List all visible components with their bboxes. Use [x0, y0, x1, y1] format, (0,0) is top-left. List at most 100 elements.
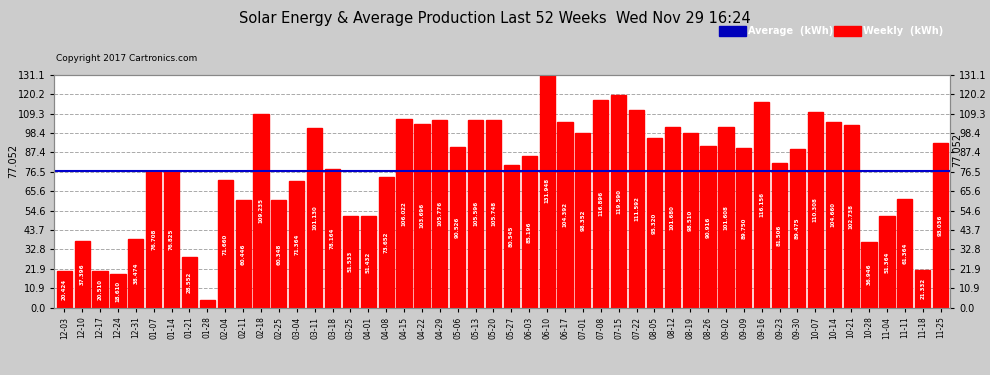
Bar: [378, 177, 394, 308]
Text: 105.748: 105.748: [491, 201, 496, 226]
Bar: [307, 128, 323, 308]
Bar: [433, 120, 447, 308]
Bar: [450, 147, 465, 308]
Text: 81.506: 81.506: [777, 225, 782, 246]
Bar: [826, 122, 841, 308]
Bar: [611, 95, 627, 308]
Text: 71.660: 71.660: [223, 233, 228, 255]
Text: 78.164: 78.164: [330, 228, 335, 249]
Bar: [164, 171, 179, 308]
Text: 101.608: 101.608: [724, 205, 729, 230]
Text: 73.652: 73.652: [384, 231, 389, 253]
Bar: [897, 199, 913, 308]
Bar: [701, 146, 716, 308]
Text: 93.036: 93.036: [939, 214, 943, 236]
Bar: [253, 114, 268, 308]
Text: 102.738: 102.738: [848, 204, 853, 229]
Bar: [664, 127, 680, 308]
Text: 109.235: 109.235: [258, 198, 263, 223]
Bar: [74, 241, 90, 308]
Text: 116.156: 116.156: [759, 192, 764, 217]
Text: 60.446: 60.446: [241, 243, 246, 265]
Text: 80.545: 80.545: [509, 225, 514, 247]
Bar: [325, 169, 341, 308]
Text: 106.022: 106.022: [402, 201, 407, 226]
Text: 105.596: 105.596: [473, 201, 478, 226]
Bar: [360, 216, 376, 308]
Text: 77.052: 77.052: [8, 144, 18, 178]
Bar: [56, 271, 72, 308]
Bar: [593, 100, 609, 308]
Bar: [236, 200, 250, 308]
Bar: [557, 122, 572, 308]
Bar: [218, 180, 233, 308]
Text: 60.348: 60.348: [276, 243, 281, 265]
Bar: [540, 74, 554, 308]
Bar: [147, 171, 161, 308]
Bar: [915, 270, 931, 308]
Text: 89.750: 89.750: [742, 217, 746, 238]
Text: 51.533: 51.533: [347, 251, 352, 273]
Bar: [772, 163, 787, 308]
Text: 111.592: 111.592: [634, 196, 640, 221]
Bar: [790, 149, 805, 308]
Bar: [843, 125, 858, 308]
Text: 119.590: 119.590: [616, 189, 621, 214]
Text: 20.424: 20.424: [61, 279, 66, 300]
Text: 110.308: 110.308: [813, 197, 818, 222]
Bar: [343, 216, 358, 308]
Bar: [861, 242, 876, 308]
Bar: [415, 124, 430, 308]
Legend: Average  (kWh), Weekly  (kWh): Average (kWh), Weekly (kWh): [717, 24, 945, 38]
Text: 98.510: 98.510: [688, 210, 693, 231]
Text: 28.552: 28.552: [187, 272, 192, 293]
Text: 98.352: 98.352: [580, 210, 585, 231]
Text: 51.364: 51.364: [884, 251, 889, 273]
Text: 20.510: 20.510: [98, 279, 103, 300]
Text: 37.396: 37.396: [79, 264, 85, 285]
Bar: [486, 120, 501, 308]
Text: 95.320: 95.320: [652, 212, 657, 234]
Text: 101.680: 101.680: [670, 205, 675, 230]
Text: 21.332: 21.332: [920, 278, 926, 299]
Bar: [808, 112, 823, 308]
Text: 116.896: 116.896: [598, 191, 603, 216]
Text: 85.196: 85.196: [527, 221, 532, 243]
Bar: [396, 120, 412, 308]
Text: 103.696: 103.696: [420, 203, 425, 228]
Text: 18.610: 18.610: [116, 280, 121, 302]
Text: 51.432: 51.432: [365, 251, 371, 273]
Text: 131.948: 131.948: [544, 178, 549, 203]
Bar: [522, 156, 537, 308]
Bar: [200, 300, 215, 307]
Bar: [289, 181, 304, 308]
Bar: [182, 257, 197, 307]
Text: 76.708: 76.708: [151, 229, 156, 250]
Text: 104.392: 104.392: [562, 202, 567, 227]
Text: 76.825: 76.825: [169, 229, 174, 250]
Bar: [879, 216, 895, 308]
Bar: [719, 127, 734, 308]
Text: 90.916: 90.916: [706, 216, 711, 237]
Bar: [92, 271, 108, 308]
Bar: [271, 201, 286, 308]
Text: 77.052: 77.052: [952, 133, 962, 167]
Bar: [754, 102, 769, 308]
Text: Copyright 2017 Cartronics.com: Copyright 2017 Cartronics.com: [56, 54, 197, 63]
Text: 90.526: 90.526: [455, 217, 460, 238]
Text: 71.364: 71.364: [294, 234, 299, 255]
Bar: [629, 110, 644, 308]
Bar: [468, 120, 483, 308]
Bar: [575, 133, 590, 308]
Text: 101.130: 101.130: [312, 206, 317, 230]
Bar: [737, 148, 751, 308]
Text: 36.946: 36.946: [866, 264, 871, 285]
Text: 38.474: 38.474: [134, 262, 139, 284]
Bar: [110, 274, 126, 308]
Bar: [933, 142, 948, 308]
Text: 105.776: 105.776: [438, 201, 443, 226]
Text: 61.364: 61.364: [902, 242, 907, 264]
Bar: [646, 138, 662, 308]
Text: 104.660: 104.660: [831, 202, 836, 227]
Bar: [504, 165, 519, 308]
